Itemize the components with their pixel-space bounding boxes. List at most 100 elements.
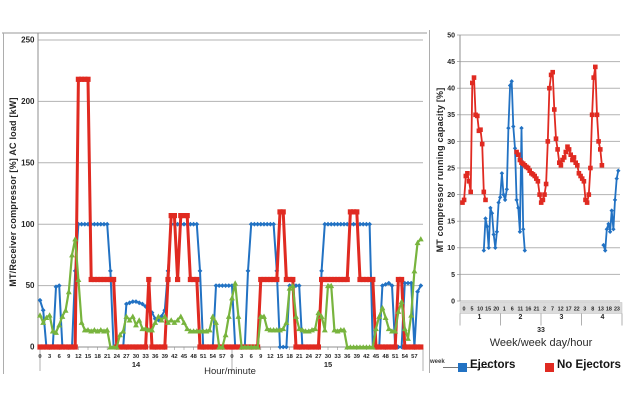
left-chart-hour-group-label: 15 bbox=[323, 360, 333, 369]
data-marker bbox=[63, 344, 69, 350]
tick-label: 45 bbox=[181, 354, 188, 360]
series-no-ejectors bbox=[37, 76, 424, 350]
data-marker bbox=[133, 322, 139, 328]
data-marker bbox=[124, 301, 129, 307]
data-marker bbox=[56, 344, 62, 350]
no-ejectors-swatch-icon bbox=[545, 363, 554, 372]
tick-label: 5 bbox=[471, 307, 474, 313]
data-marker bbox=[581, 179, 587, 184]
data-marker bbox=[78, 319, 85, 325]
data-marker bbox=[341, 327, 347, 333]
data-marker bbox=[245, 268, 251, 274]
data-marker bbox=[527, 168, 532, 173]
data-marker bbox=[548, 72, 554, 78]
tick-label: 15 bbox=[277, 354, 284, 360]
data-marker bbox=[69, 252, 75, 258]
tick-label: 8 bbox=[591, 307, 594, 313]
data-marker bbox=[594, 112, 600, 118]
data-marker bbox=[37, 312, 43, 318]
left-chart-y-axis-title: MT/Receiver compressor [%] AC load [kW] bbox=[8, 97, 18, 287]
data-marker bbox=[49, 328, 56, 334]
data-marker bbox=[402, 344, 408, 350]
data-marker bbox=[370, 276, 376, 283]
data-marker bbox=[129, 313, 136, 319]
data-marker bbox=[481, 189, 487, 195]
series-line bbox=[602, 170, 620, 252]
data-marker bbox=[481, 248, 486, 253]
data-marker bbox=[395, 276, 401, 283]
data-marker bbox=[158, 317, 165, 323]
data-marker bbox=[319, 276, 325, 283]
data-marker bbox=[229, 295, 235, 301]
data-marker bbox=[123, 344, 129, 350]
data-marker bbox=[576, 171, 582, 176]
data-marker bbox=[75, 76, 81, 82]
data-marker bbox=[411, 344, 417, 350]
tick-label: 54 bbox=[210, 354, 217, 360]
data-marker bbox=[117, 331, 123, 338]
data-marker bbox=[338, 276, 344, 283]
data-marker bbox=[222, 331, 229, 338]
data-marker bbox=[220, 283, 225, 288]
data-marker bbox=[235, 313, 242, 319]
data-marker bbox=[547, 85, 552, 91]
tick-label: 10 bbox=[477, 307, 483, 313]
data-marker bbox=[69, 344, 75, 350]
data-marker bbox=[373, 325, 379, 332]
data-marker bbox=[175, 221, 180, 227]
data-marker bbox=[104, 221, 110, 227]
data-marker bbox=[113, 344, 120, 350]
data-marker bbox=[162, 344, 168, 350]
data-marker bbox=[379, 304, 386, 311]
data-marker bbox=[159, 344, 165, 350]
data-marker bbox=[325, 276, 331, 283]
data-marker bbox=[72, 344, 78, 350]
data-marker bbox=[165, 276, 171, 283]
data-marker bbox=[152, 344, 158, 350]
data-marker bbox=[354, 209, 360, 215]
data-marker bbox=[335, 221, 340, 227]
tick-label: 24 bbox=[114, 354, 121, 360]
data-marker bbox=[213, 283, 219, 288]
data-marker bbox=[499, 171, 505, 176]
data-marker bbox=[604, 227, 609, 232]
data-marker bbox=[143, 344, 149, 350]
data-marker bbox=[579, 176, 585, 181]
data-marker bbox=[463, 173, 469, 179]
data-marker bbox=[271, 276, 277, 283]
data-marker bbox=[588, 165, 593, 171]
data-marker bbox=[177, 313, 184, 319]
data-marker bbox=[401, 325, 408, 332]
data-marker bbox=[79, 76, 85, 82]
data-marker bbox=[563, 149, 569, 155]
data-marker bbox=[188, 221, 193, 227]
data-marker bbox=[309, 344, 315, 350]
data-marker bbox=[611, 227, 616, 232]
right-chart-y-axis-title: MT compressor running capacity [%] bbox=[435, 87, 445, 253]
series-green bbox=[37, 236, 424, 350]
series-line bbox=[461, 76, 487, 204]
data-marker bbox=[200, 344, 206, 350]
right-chart-day-label: 1 bbox=[477, 314, 482, 321]
data-marker bbox=[283, 276, 289, 283]
tick-label: 20 bbox=[447, 192, 455, 199]
tick-label: 25 bbox=[447, 165, 455, 172]
tick-label: 15 bbox=[85, 354, 92, 360]
data-marker bbox=[606, 221, 611, 227]
data-marker bbox=[225, 313, 232, 319]
data-marker bbox=[395, 308, 402, 314]
data-marker bbox=[43, 314, 50, 321]
data-marker bbox=[223, 283, 228, 288]
data-marker bbox=[290, 276, 296, 283]
tick-label: 36 bbox=[152, 354, 159, 360]
tick-label: 24 bbox=[306, 354, 313, 360]
data-marker bbox=[357, 276, 363, 283]
data-marker bbox=[91, 327, 98, 333]
data-marker bbox=[98, 221, 104, 227]
tick-label: 100 bbox=[21, 220, 35, 229]
data-marker bbox=[335, 276, 341, 283]
left-chart-hour-group-label: 14 bbox=[131, 360, 141, 369]
data-marker bbox=[514, 149, 519, 155]
data-marker bbox=[40, 344, 46, 350]
